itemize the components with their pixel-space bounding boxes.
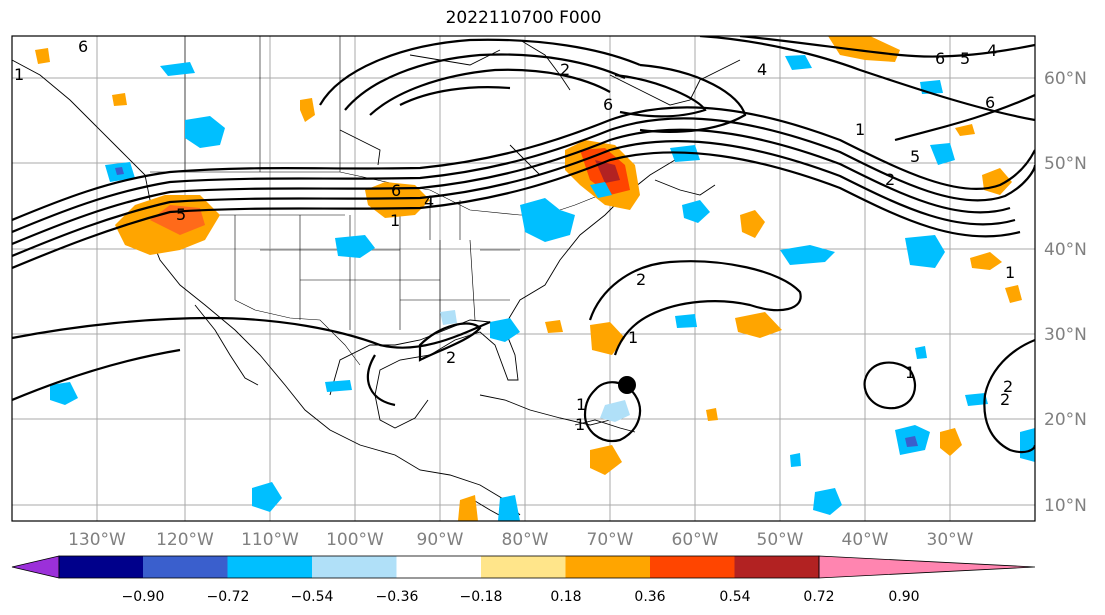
- lon-label: 40°W: [842, 530, 889, 550]
- colorbar-tick-label: −0.54: [291, 589, 334, 605]
- lat-label: 20°N: [1044, 410, 1087, 430]
- lat-label: 30°N: [1044, 325, 1087, 345]
- colorbar-tick-labels: −0.90 −0.72 −0.54 −0.36 −0.18 0.18 0.36 …: [122, 589, 920, 605]
- contour-label: 2: [885, 170, 895, 189]
- colorbar-bin: [734, 556, 819, 578]
- lat-label: 40°N: [1044, 240, 1087, 260]
- colorbar-tick-label: −0.36: [376, 589, 419, 605]
- contour-label: 2: [446, 348, 456, 367]
- lon-label: 90°W: [417, 530, 464, 550]
- contour-label: 4: [424, 192, 434, 211]
- lon-label: 70°W: [587, 530, 634, 550]
- contour-label: 4: [987, 41, 997, 60]
- contour-value-labels: 6 5 4 2 6 1 6 4 6 5 5 4 2 1 2 1 2 1 1 2 …: [14, 37, 1015, 434]
- colorbar-tick-label: −0.72: [207, 589, 250, 605]
- contour-label: 1: [575, 415, 585, 434]
- storm-position-marker: [618, 376, 636, 394]
- colorbar-bin: [650, 556, 735, 578]
- contour-label: 4: [757, 60, 767, 79]
- contour-label: 1: [628, 328, 638, 347]
- colorbar: [11, 555, 1036, 579]
- lat-label: 50°N: [1044, 154, 1087, 174]
- contour-label: 6: [935, 49, 945, 68]
- lon-label: 110°W: [241, 530, 299, 550]
- contour-label: 2: [636, 270, 646, 289]
- contour-label: 6: [985, 93, 995, 112]
- contour-label: 5: [960, 49, 970, 68]
- colorbar-bin: [481, 556, 566, 578]
- lon-label: 120°W: [156, 530, 214, 550]
- contour-label: 6: [78, 37, 88, 56]
- longitude-labels: 130°W 120°W 110°W 100°W 90°W 80°W 70°W 6…: [68, 530, 974, 550]
- map-frame: [11, 35, 1036, 522]
- colorbar-extend-low: [11, 555, 60, 579]
- contour-label: 1: [390, 211, 400, 230]
- lon-label: 80°W: [502, 530, 549, 550]
- contour-label: 6: [391, 181, 401, 200]
- contour-label: 1: [855, 120, 865, 139]
- colorbar-tick-label: 0.36: [634, 589, 665, 605]
- contour-lines: [12, 36, 1035, 454]
- lat-label: 10°N: [1044, 496, 1087, 516]
- map-title: 2022110700 F000: [445, 8, 602, 28]
- colorbar-tick-label: −0.18: [460, 589, 503, 605]
- colorbar-tick-label: 0.72: [803, 589, 834, 605]
- colorbar-tick-label: 0.54: [719, 589, 750, 605]
- contour-label: 1: [905, 363, 915, 382]
- contour-label: 2: [1000, 390, 1010, 409]
- colorbar-bin: [312, 556, 397, 578]
- lon-label: 130°W: [68, 530, 126, 550]
- lon-label: 100°W: [326, 530, 384, 550]
- contour-label: 1: [1005, 263, 1015, 282]
- lat-label: 60°N: [1044, 69, 1087, 89]
- colorbar-bin: [565, 556, 650, 578]
- colorbar-tick-label: 0.18: [550, 589, 581, 605]
- contour-label: 6: [603, 95, 613, 114]
- map-plot-area: [12, 36, 1035, 521]
- colorbar-outline: [58, 555, 820, 579]
- contour-label: 5: [910, 147, 920, 166]
- latitude-labels: 60°N 50°N 40°N 30°N 20°N 10°N: [1044, 69, 1087, 516]
- lon-label: 30°W: [927, 530, 974, 550]
- contour-label: 1: [576, 395, 586, 414]
- contour-label: 5: [176, 205, 186, 224]
- colorbar-tick-label: 0.90: [888, 589, 919, 605]
- colorbar-extend-high: [818, 555, 1036, 579]
- colorbar-bin: [59, 556, 143, 578]
- colorbar-bin: [143, 556, 228, 578]
- contour-label: 2: [560, 60, 570, 79]
- contour-label: 1: [14, 65, 24, 84]
- lon-label: 50°W: [757, 530, 804, 550]
- contour-label: 2: [1003, 377, 1013, 396]
- colorbar-tick-label: −0.90: [122, 589, 165, 605]
- lon-label: 60°W: [672, 530, 719, 550]
- coastlines: [12, 39, 741, 521]
- colorbar-bin: [227, 556, 312, 578]
- political-borders: [150, 36, 601, 366]
- colorbar-bin: [396, 556, 481, 578]
